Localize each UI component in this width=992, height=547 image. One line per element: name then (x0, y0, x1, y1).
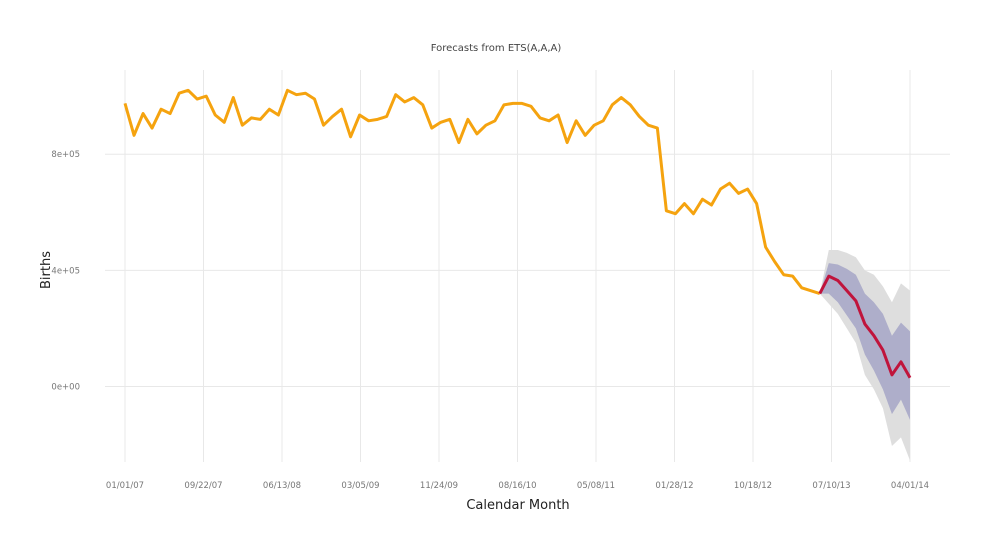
chart-title: Forecasts from ETS(A,A,A) (431, 43, 562, 54)
x-tick-label: 06/13/08 (263, 481, 301, 491)
x-tick-label: 01/01/07 (106, 481, 144, 491)
x-tick-label: 10/18/12 (734, 481, 772, 491)
x-axis-title: Calendar Month (466, 498, 569, 513)
x-tick-label: 05/08/11 (577, 481, 615, 491)
x-tick-label: 07/10/13 (812, 481, 850, 491)
y-axis-title: Births (39, 251, 54, 289)
band-80 (819, 263, 910, 420)
x-tick-label: 04/01/14 (891, 481, 929, 491)
forecast-bands (819, 250, 910, 461)
x-tick-label: 09/22/07 (184, 481, 222, 491)
grid-layer (105, 70, 950, 462)
y-tick-label: 0e+00 (51, 383, 80, 393)
y-tick-label: 8e+05 (51, 150, 80, 160)
x-tick-label: 01/28/12 (655, 481, 693, 491)
x-tick-label: 11/24/09 (420, 481, 458, 491)
x-tick-label: 08/16/10 (498, 481, 536, 491)
x-tick-label: 03/05/09 (341, 481, 379, 491)
series-lines (123, 88, 912, 379)
y-tick-label: 4e+05 (51, 266, 80, 276)
history-line (123, 88, 821, 296)
forecast-line (818, 274, 912, 379)
tick-labels: 01/01/07 09/22/07 06/13/08 03/05/09 11/24/09… (51, 150, 929, 491)
